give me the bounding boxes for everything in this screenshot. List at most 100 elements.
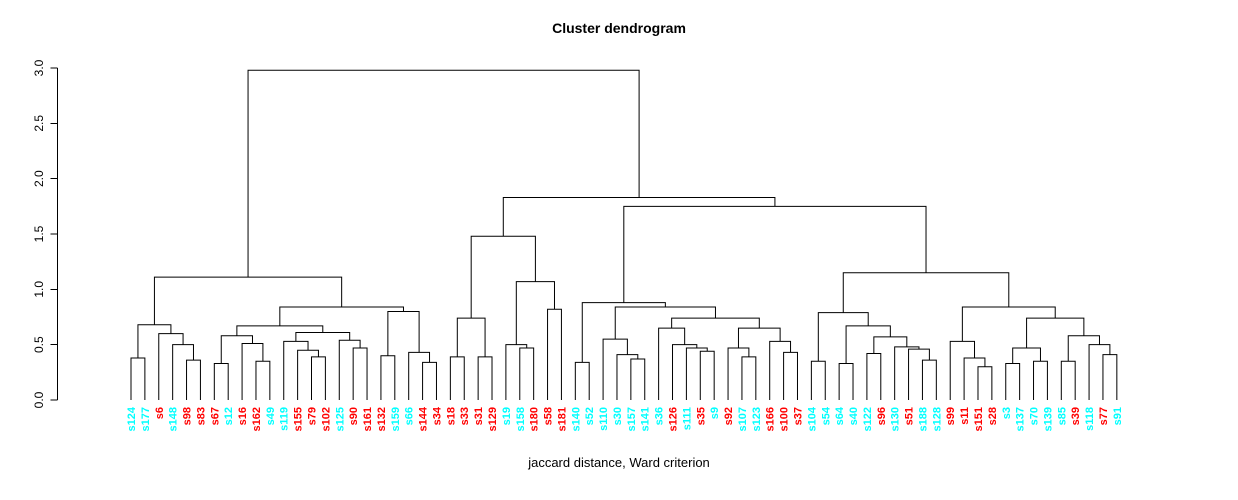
leaf-label: s139: [1042, 407, 1054, 431]
leaf-label: s31: [473, 407, 485, 425]
leaf-label: s118: [1084, 407, 1096, 431]
leaf-label: s18: [445, 407, 457, 425]
leaf-label: s11: [959, 407, 971, 425]
leaf-label: s92: [723, 407, 735, 425]
leaf-label: s119: [279, 407, 291, 431]
y-axis-tick-label: 3.0: [32, 59, 46, 76]
leaf-label: s28: [987, 407, 999, 425]
dendrogram-merge: [297, 349, 319, 400]
leaf-label: s54: [820, 406, 832, 425]
leaf-label: s104: [806, 406, 818, 431]
dendrogram-merge: [873, 336, 908, 354]
leaf-label: s39: [1070, 407, 1082, 425]
dendrogram-merge: [574, 361, 590, 400]
dendrogram-merge: [685, 347, 708, 400]
leaf-label: s188: [917, 407, 929, 431]
dendrogram-merge: [699, 350, 715, 400]
dendrogram-merge: [505, 344, 528, 400]
dendrogram-links: [130, 69, 1118, 400]
leaf-label: s30: [612, 407, 624, 425]
leaf-label: s128: [931, 407, 943, 431]
leaf-label: s123: [751, 407, 763, 431]
leaf-label: s140: [570, 407, 582, 431]
leaf-label: s19: [501, 407, 513, 425]
leaf-label: s181: [556, 407, 568, 431]
dendrogram-merge: [977, 366, 993, 400]
dendrogram-merge: [672, 344, 698, 400]
leaf-label: s52: [584, 407, 596, 425]
leaf-label: s122: [862, 407, 874, 431]
leaf-label: s155: [293, 407, 305, 431]
dendrogram-merge: [810, 360, 826, 400]
dendrogram-merge: [158, 333, 184, 400]
y-axis-tick-label: 1.5: [32, 225, 46, 242]
leaf-label: s77: [1098, 407, 1110, 425]
leaf-label: s85: [1056, 407, 1068, 425]
dendrogram-merge: [838, 362, 854, 400]
dendrogram-merge: [172, 344, 194, 400]
y-axis-tick-label: 0.0: [32, 391, 46, 408]
dendrogram-merge: [236, 325, 324, 336]
chart-title: Cluster dendrogram: [552, 20, 686, 36]
leaf-label: s36: [654, 407, 666, 425]
dendrogram-merge: [908, 348, 930, 400]
dendrogram-merge: [153, 276, 343, 325]
leaf-label: s12: [223, 407, 235, 425]
dendrogram-merge: [602, 338, 628, 400]
dendrogram-merge: [311, 356, 326, 400]
dendrogram-merge: [737, 327, 781, 348]
y-axis-tick-label: 2.0: [32, 170, 46, 187]
leaf-label: s157: [626, 407, 638, 431]
leaf-label: s161: [362, 407, 374, 431]
leaf-label: s35: [695, 407, 707, 425]
leaf-label: s107: [737, 407, 749, 431]
leaf-label: s126: [668, 407, 680, 431]
dendrogram-merge: [186, 359, 201, 400]
dendrogram-merge: [623, 205, 927, 303]
leaf-label: s151: [973, 407, 985, 431]
leaf-label: s9: [709, 407, 721, 419]
dendrogram-merge: [547, 308, 562, 400]
dendrogram-merge: [279, 306, 404, 326]
dendrogram-merge: [1088, 344, 1111, 400]
dendrogram-merge: [581, 302, 666, 363]
leaf-label: s33: [459, 407, 471, 425]
leaf-label: s98: [182, 407, 194, 425]
y-axis-tick-label: 2.5: [32, 115, 46, 132]
leaf-label: s125: [334, 407, 346, 431]
dendrogram-merge: [470, 235, 536, 319]
dendrogram-merge: [1026, 317, 1085, 348]
dendrogram-merge: [247, 69, 640, 278]
dendrogram-merge: [949, 340, 976, 400]
leaf-label: s110: [598, 407, 610, 431]
leaf-label: s124: [126, 406, 138, 431]
dendrogram-merge: [1067, 335, 1100, 362]
leaf-label: s67: [209, 407, 221, 425]
leaf-label: s159: [390, 407, 402, 431]
leaf-label: s132: [376, 407, 388, 431]
dendrogram-merge: [220, 335, 253, 364]
dendrogram-merge: [449, 356, 465, 400]
leaf-label: s177: [140, 407, 152, 431]
dendrogram-merge: [614, 306, 716, 340]
dendrogram-merge: [658, 327, 686, 400]
dendrogram-merge: [783, 351, 798, 400]
leaf-label: s83: [195, 407, 207, 425]
dendrogram-merge: [727, 347, 750, 400]
dendrogram-merge: [1102, 354, 1118, 400]
leaf-label: s141: [640, 407, 652, 431]
leaf-label: s58: [543, 407, 555, 425]
leaf-label: s16: [237, 407, 249, 425]
leaf-label: s51: [904, 407, 916, 425]
leaf-label: s166: [765, 407, 777, 431]
dendrogram-merge: [477, 356, 493, 400]
dendrogram-merge: [741, 356, 757, 400]
dendrogram-merge: [1033, 360, 1048, 400]
leaf-label: s3: [1001, 407, 1013, 419]
leaf-label: s79: [307, 407, 319, 425]
dendrogram-merge: [671, 317, 760, 329]
leaf-label: s144: [418, 406, 430, 431]
dendrogram-merge: [845, 325, 891, 364]
